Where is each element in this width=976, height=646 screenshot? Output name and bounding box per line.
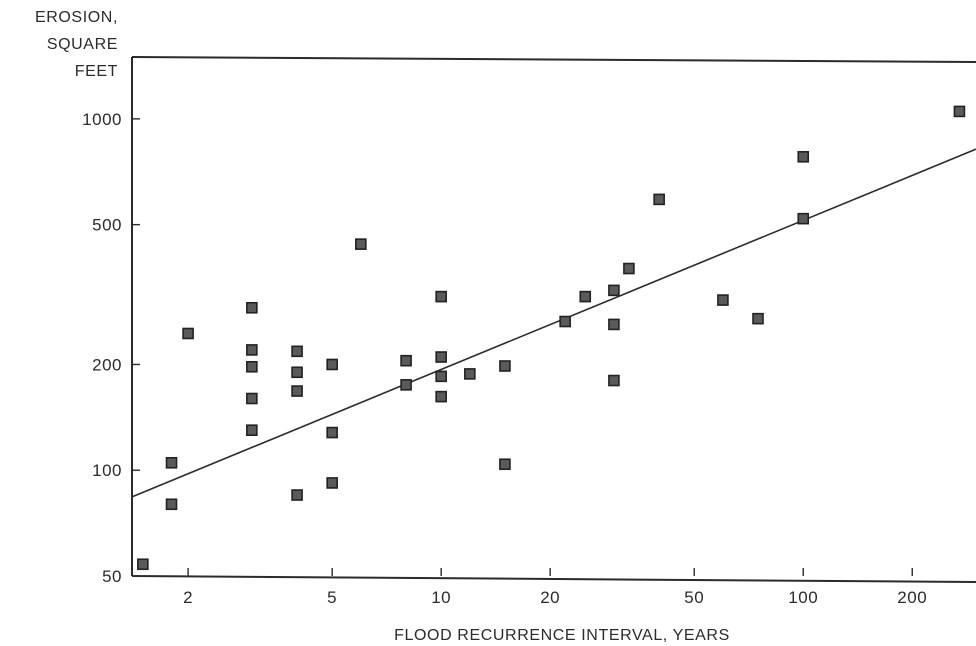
data-point-35 [752,312,764,325]
data-point-9 [246,424,258,436]
data-point-1 [137,558,149,571]
data-point-23 [435,390,447,403]
y-axis-ticks: 50 100 200 500 1000 [82,110,140,586]
x-axis-title: FLOOD RECURRENCE INTERVAL, YEARS [394,627,730,644]
data-point-38 [953,105,966,118]
data-point-25 [499,360,511,372]
data-point-33 [653,193,665,206]
data-point-32 [623,262,635,275]
data-point-30 [608,318,620,331]
data-point-7 [246,360,258,373]
data-point-8 [246,392,258,405]
x-tick-label-100: 100 [788,588,818,607]
data-point-6 [246,344,258,356]
data-point-21 [435,351,447,363]
y-axis-title-line-2: SQUARE [47,36,118,53]
y-axis-title: EROSION, SQUARE FEET [35,9,118,80]
data-point-28 [579,290,592,303]
x-tick-label-200: 200 [897,588,927,607]
plot-frame [131,56,976,583]
data-point-12 [291,385,303,397]
data-point-10 [291,345,303,358]
data-point-18 [400,354,412,367]
data-point-4 [182,327,194,340]
data-point-20 [435,290,447,303]
x-tick-label-5: 5 [327,588,337,607]
plot-frame-bottom [131,575,976,583]
x-tick-label-2: 2 [183,588,193,607]
trend-line [131,148,976,498]
data-point-26 [499,458,511,471]
data-point-24 [464,368,476,380]
y-axis-title-line-3: FEET [75,63,118,80]
data-point-37 [797,212,810,225]
data-point-5 [246,301,258,314]
y-tick-label-1000: 1000 [82,110,122,129]
data-point-11 [291,366,303,379]
data-point-16 [326,477,338,489]
y-tick-label-500: 500 [92,216,122,235]
data-point-15 [326,426,338,439]
data-point-3 [165,456,178,469]
data-point-22 [435,370,447,383]
data-point-27 [559,315,571,328]
x-tick-label-10: 10 [431,588,451,607]
data-point-17 [355,238,367,250]
data-point-36 [797,150,810,163]
data-point-31 [608,374,620,387]
y-tick-label-100: 100 [92,461,122,480]
data-point-14 [326,358,338,371]
y-tick-label-200: 200 [92,355,122,374]
data-point-29 [608,284,620,297]
data-point-34 [717,294,729,306]
data-point-13 [291,489,303,501]
x-axis-ticks: 2 5 10 20 50 100 200 [183,568,927,607]
data-point-2 [165,498,178,511]
x-tick-label-50: 50 [684,588,704,607]
y-tick-label-50: 50 [102,567,122,586]
data-point-19 [400,379,412,391]
trend-line-group [131,148,976,498]
data-points [137,105,966,571]
plot-frame-top [131,56,976,63]
x-tick-label-20: 20 [540,588,560,607]
y-axis-title-line-1: EROSION, [35,9,118,26]
